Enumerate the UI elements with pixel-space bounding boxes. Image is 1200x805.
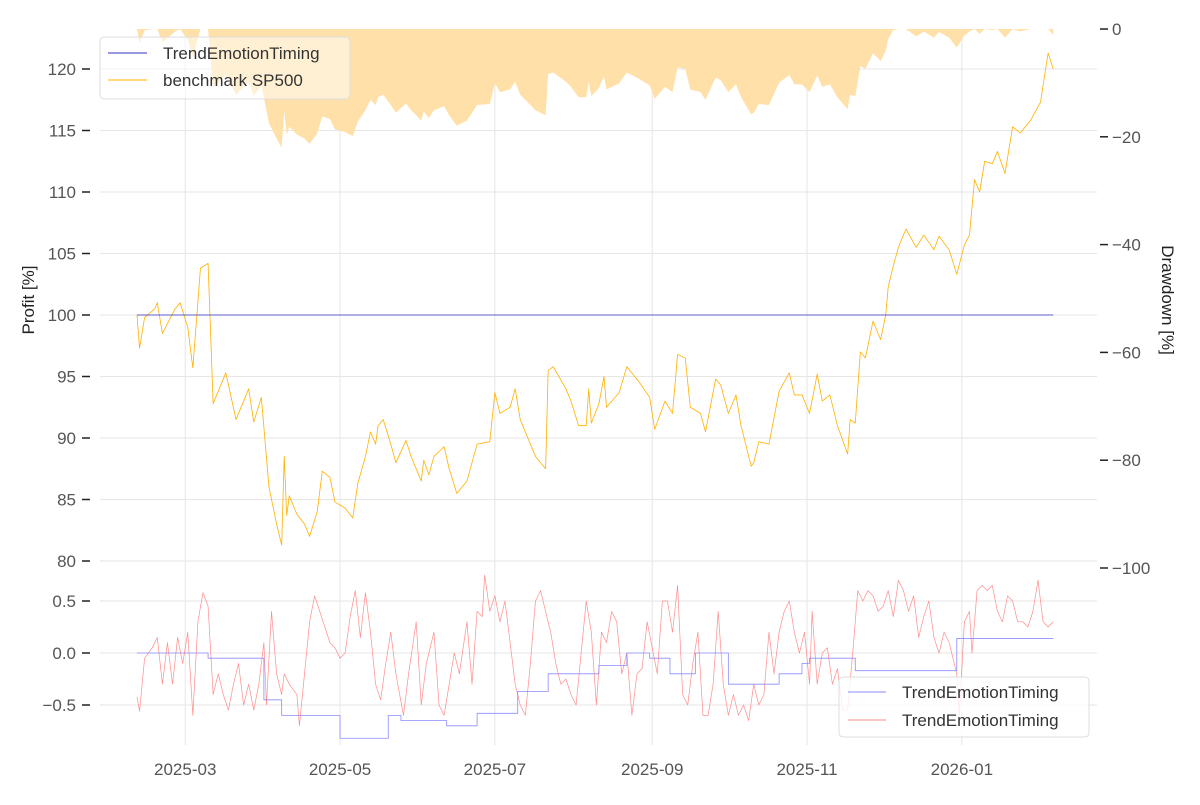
y-tick-label-profit: 85 [57, 491, 76, 510]
y-axis-label-drawdown: Drawdown [%] [1158, 245, 1177, 355]
y-tick-label-profit: 100 [48, 306, 76, 325]
y-tick-label-drawdown: −80 [1112, 451, 1141, 470]
x-tick-label: 2026-01 [931, 760, 993, 779]
series-layer [136, 52, 1054, 739]
lower-blue-step-line [137, 638, 1054, 739]
legend-bottom: TrendEmotionTiming TrendEmotionTiming [838, 676, 1090, 738]
drawdown-area-layer [137, 29, 1054, 148]
y-tick-label-profit: 80 [57, 552, 76, 571]
x-tick-label: 2025-07 [464, 760, 526, 779]
y-tick-label-drawdown: −60 [1112, 343, 1141, 362]
y-tick-label-lower: 0.0 [52, 644, 76, 663]
y-tick-label-profit: 120 [48, 60, 76, 79]
y-tick-label-profit: 110 [49, 183, 76, 202]
x-tick-label: 2025-05 [309, 760, 371, 779]
grid [100, 29, 1097, 745]
benchmark-line [136, 52, 1054, 546]
y-axis-label-profit: Profit [%] [19, 266, 38, 335]
legend-label-strategy: TrendEmotionTiming [163, 44, 320, 63]
legend-label-red: TrendEmotionTiming [902, 711, 1059, 730]
y-tick-label-drawdown: −40 [1112, 236, 1141, 255]
y-tick-label-drawdown: −20 [1112, 128, 1141, 147]
x-tick-label: 2025-11 [776, 760, 837, 779]
lower-red-line [136, 574, 1054, 727]
y-tick-label-drawdown: −100 [1112, 559, 1150, 578]
y-tick-label-lower: −0.5 [42, 696, 76, 715]
legend-label-blue: TrendEmotionTiming [902, 683, 1059, 702]
drawdown-area [137, 29, 1054, 148]
y-tick-label-drawdown: 0 [1112, 20, 1121, 39]
axes: 2025-03 2025-05 2025-07 2025-09 2025-11 2026-… [42, 20, 1150, 779]
y-tick-label-profit: 105 [48, 245, 76, 264]
y-tick-label-lower: 0.5 [52, 592, 76, 611]
x-tick-label: 2025-09 [621, 760, 683, 779]
legend-top: TrendEmotionTiming benchmark SP500 [99, 36, 351, 100]
y-tick-label-profit: 90 [57, 429, 76, 448]
x-tick-label: 2025-03 [154, 760, 216, 779]
y-tick-label-profit: 95 [57, 368, 76, 387]
y-tick-label-profit: 115 [49, 122, 76, 141]
legend-label-benchmark: benchmark SP500 [163, 71, 303, 90]
